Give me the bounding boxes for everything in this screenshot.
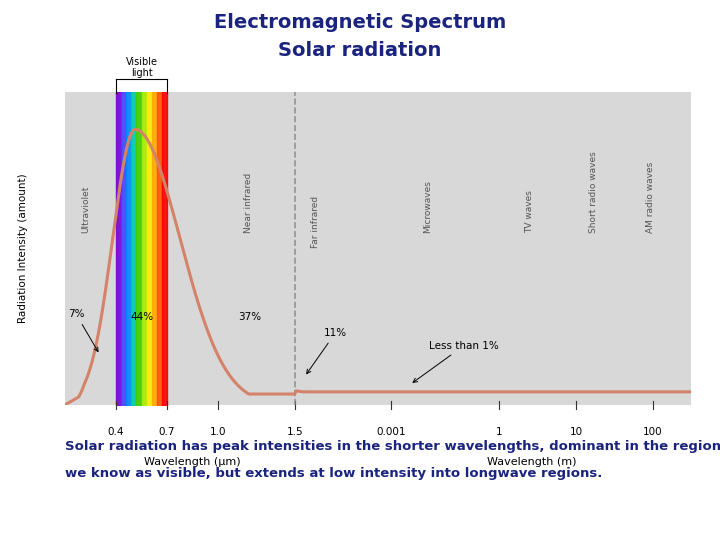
Text: Electromagnetic Spectrum: Electromagnetic Spectrum (214, 14, 506, 32)
Text: Visible
light: Visible light (125, 57, 158, 78)
Text: Microwaves: Microwaves (423, 180, 432, 233)
Text: Solar radiation has peak intensities in the shorter wavelengths, dominant in the: Solar radiation has peak intensities in … (65, 440, 720, 453)
Text: 0.4: 0.4 (108, 427, 124, 437)
Text: 44%: 44% (130, 312, 153, 322)
Text: Wavelength (m): Wavelength (m) (487, 457, 576, 467)
Text: 0.7: 0.7 (159, 427, 175, 437)
Text: TV waves: TV waves (525, 190, 534, 233)
Text: 100: 100 (643, 427, 662, 437)
Text: 7%: 7% (68, 309, 98, 352)
Text: we know as visible, but extends at low intensity into longwave regions.: we know as visible, but extends at low i… (65, 467, 602, 480)
Text: Wavelength (μm): Wavelength (μm) (144, 457, 241, 467)
Text: Ultraviolet: Ultraviolet (81, 185, 90, 233)
Text: 10: 10 (570, 427, 582, 437)
Text: AM radio waves: AM radio waves (647, 161, 655, 233)
Text: 37%: 37% (238, 312, 262, 322)
Text: Less than 1%: Less than 1% (413, 341, 499, 382)
Text: Radiation Intensity (amount): Radiation Intensity (amount) (18, 173, 28, 323)
Text: Solar radiation: Solar radiation (279, 40, 441, 59)
Text: 0.001: 0.001 (376, 427, 405, 437)
Text: 11%: 11% (307, 328, 347, 374)
Text: Near infrared: Near infrared (244, 172, 253, 233)
Text: Far infrared: Far infrared (311, 196, 320, 248)
Text: 1.5: 1.5 (287, 427, 303, 437)
Text: 1: 1 (496, 427, 503, 437)
Text: Short radio waves: Short radio waves (589, 151, 598, 233)
Text: 1.0: 1.0 (210, 427, 227, 437)
